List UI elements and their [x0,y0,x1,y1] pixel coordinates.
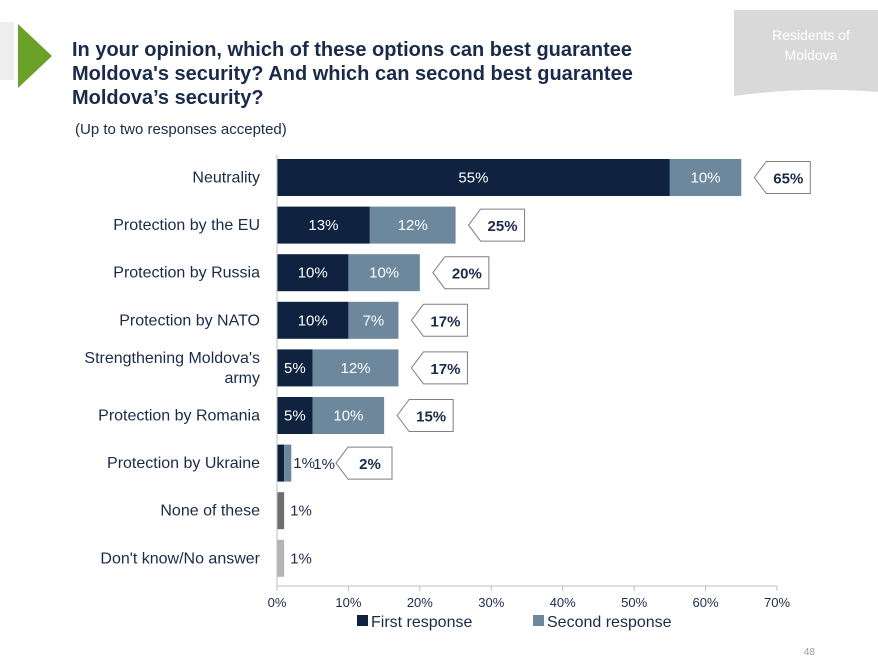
legend-label-first: First response [371,614,472,631]
category-label: Neutrality [192,170,260,187]
data-label-first: 1% [293,455,315,472]
x-tick-label: 0% [268,595,287,610]
bar-first-response [277,254,349,292]
residents-badge: Residents of Moldova [734,10,878,96]
bar-second-response [312,349,399,387]
data-label-second: 12% [398,217,428,234]
segment-labels: 55% 10%13% 12%10% 10%10% 7%5% 12%5% 10%1%1%1%1… [284,170,721,568]
category-label: Protection by the EU [113,217,260,234]
x-tick-label: 10% [335,595,361,610]
x-tick-label: 50% [621,595,647,610]
total-callout-label: 20% [452,266,482,283]
category-label: Protection by Russia [113,265,260,282]
total-callout-shape [410,303,468,337]
legend-swatch-first [357,615,368,626]
category-label: None of these [160,503,260,520]
title-line-3: Moldova’s security? [72,87,264,109]
bar-first-response [277,444,285,482]
total-callout-shape [432,256,490,290]
data-label-second: 7% [363,312,385,329]
badge-shape [734,10,878,96]
bar-second-response [669,159,742,196]
accent-arrow-icon [18,24,52,88]
legend: First response Second response [357,614,672,631]
data-label-first: 10% [298,265,328,282]
total-callout-shape [335,446,393,480]
slide-subtitle: (Up to two responses accepted) [75,121,287,138]
data-label-first: 10% [298,312,328,329]
legend-label-second: Second response [547,614,672,631]
page-number: 48 [804,647,816,658]
data-label-second: 1% [313,456,335,473]
total-callout-label: 17% [430,313,460,330]
x-tick-label: 30% [478,595,504,610]
total-callout-label: 2% [359,456,381,473]
total-callout-shape [396,399,454,432]
slide-title: In your opinion, which of these options … [72,39,633,109]
data-label-single: 1% [290,550,312,567]
title-line-1: In your opinion, which of these options … [72,39,632,61]
category-label: Protection by NATO [119,312,260,329]
total-callouts: 65% 25% 20% 17% 17% 15% 2% [335,161,811,480]
total-callout-label: 17% [430,361,460,378]
x-tick-label: 40% [550,595,576,610]
category-labels: Neutrality Protection by the EU Protection… [84,170,260,568]
category-label: army [224,370,260,387]
bar-first-response [277,159,670,196]
bar-second-response [348,254,420,292]
data-label-single: 1% [290,503,312,520]
x-tick-label: 70% [764,595,790,610]
data-label-first: 5% [284,360,306,377]
data-label-second: 10% [691,170,721,187]
slide-decor-wedge [0,22,14,80]
total-callout-label: 15% [416,409,446,426]
badge-line-2: Moldova [785,47,838,63]
data-label-second: 10% [333,408,363,425]
total-callout-shape [467,208,526,242]
data-label-second: 12% [341,360,371,377]
total-callout-shape [410,351,468,385]
total-callout-shape [753,161,811,194]
total-callout-label: 25% [488,218,518,235]
bar-single-response [277,492,285,530]
total-callout-label: 65% [773,171,803,188]
title-line-2: Moldova's security? And which can second… [72,63,633,85]
bar-marks [277,159,742,577]
bar-second-response [312,397,385,434]
legend-swatch-second [533,615,544,626]
x-tick-label: 60% [693,595,719,610]
bar-first-response [277,397,313,434]
data-label-first: 55% [458,170,488,187]
category-label: Protection by Ukraine [107,455,260,472]
bar-second-response [348,301,399,339]
data-label-second: 10% [369,265,399,282]
bar-first-response [277,206,370,244]
x-tick-label: 20% [407,595,433,610]
bar-second-response [369,206,456,244]
category-label: Protection by Romania [98,408,260,425]
bar-first-response [277,301,349,339]
category-label: Don't know/No answer [100,550,260,567]
bar-first-response [277,349,313,387]
bar-single-response [277,539,285,577]
data-label-first: 5% [284,408,306,425]
category-label: Strengthening Moldova's [84,350,260,367]
badge-line-1: Residents of [772,27,850,43]
data-label-first: 13% [308,217,338,234]
x-axis-ticks: 0% 10% 20% 30% 40% 50% 60% 70% [268,155,790,610]
bar-second-response [284,444,292,482]
